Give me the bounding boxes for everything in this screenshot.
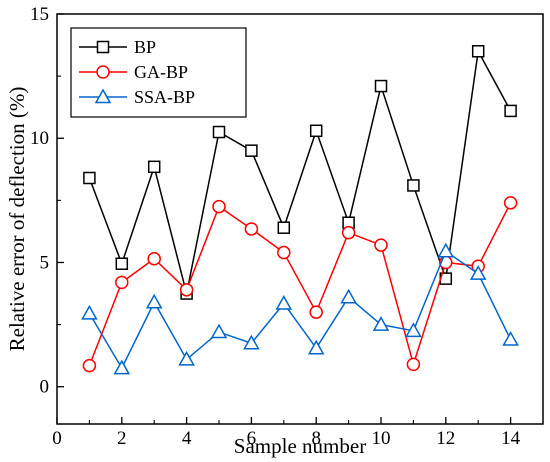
data-point-bp [374, 79, 388, 93]
data-point-bp [245, 144, 258, 157]
data-point-ssa-bp [113, 359, 131, 375]
legend-label-ssa-bp: SSA-BP [134, 87, 195, 107]
data-point-bp [309, 124, 323, 138]
data-point-bp [471, 45, 485, 58]
x-tick-label: 14 [501, 428, 521, 449]
series-line-ga-bp [88, 202, 512, 368]
plot-frame [56, 13, 544, 425]
data-point-ssa-bp [502, 330, 519, 346]
data-point-bp [115, 257, 129, 270]
data-point-bp [83, 171, 96, 185]
data-point-ga-bp [212, 199, 226, 214]
data-point-ssa-bp [340, 288, 357, 304]
x-axis-title: Sample number [234, 434, 366, 458]
y-tick-label: 5 [40, 252, 50, 273]
legend-marker-ga-bp [96, 65, 110, 79]
data-point-ssa-bp [307, 339, 325, 355]
data-point-bp [407, 179, 420, 192]
legend-label-ga-bp: GA-BP [134, 62, 188, 82]
x-tick-label: 6 [247, 428, 257, 449]
series-line-ssa-bp [88, 250, 512, 370]
x-tick-label: 2 [117, 428, 127, 449]
legend-marker-bp [96, 40, 110, 54]
y-axis-title: Relative error of deflection (%) [5, 87, 29, 352]
x-tick-label: 4 [182, 428, 192, 449]
legend: BP GA-BP SSA-BP [70, 27, 247, 118]
data-point-ga-bp [406, 357, 421, 372]
data-point-ga-bp [147, 252, 161, 266]
data-point-ssa-bp [405, 322, 422, 338]
x-tick-label: 10 [372, 428, 391, 449]
x-tick-label: 0 [52, 428, 62, 449]
data-point-ga-bp [309, 305, 323, 319]
data-point-ssa-bp [81, 304, 98, 320]
legend-item-bp: BP [79, 37, 156, 57]
legend-marker-ssa-bp [94, 88, 112, 104]
data-point-ssa-bp [145, 293, 163, 309]
data-point-ga-bp [82, 358, 97, 373]
data-point-ssa-bp [243, 334, 260, 350]
data-point-ga-bp [179, 283, 194, 297]
data-point-bp [212, 125, 226, 139]
series-ssa-bp [81, 242, 519, 375]
legend-item-ssa-bp: SSA-BP [79, 87, 195, 107]
axis-ticks: 0 2 4 6 8 10 12 14 0 5 10 15 [30, 4, 521, 449]
data-point-ga-bp [277, 245, 291, 260]
data-point-ga-bp [115, 275, 129, 290]
data-point-ga-bp [503, 196, 518, 210]
data-point-ga-bp [374, 238, 388, 252]
data-point-ssa-bp [178, 350, 195, 366]
data-point-ssa-bp [275, 294, 293, 310]
data-point-bp [147, 160, 161, 174]
data-point-ssa-bp [372, 316, 390, 331]
data-point-bp [504, 104, 517, 118]
x-tick-label: 8 [311, 428, 321, 449]
data-point-ssa-bp [210, 323, 228, 339]
legend-label-bp: BP [134, 37, 156, 57]
legend-item-ga-bp: GA-BP [79, 62, 188, 82]
x-tick-label: 12 [436, 428, 455, 449]
plot-marks [81, 45, 519, 375]
data-point-ga-bp [341, 225, 356, 240]
data-point-bp [277, 221, 291, 234]
series-ga-bp [82, 196, 518, 373]
data-point-ssa-bp [469, 265, 487, 280]
y-tick-label: 0 [40, 377, 50, 398]
y-tick-label: 10 [30, 128, 49, 149]
y-tick-label: 15 [30, 4, 49, 25]
data-point-ga-bp [244, 222, 259, 236]
data-point-ssa-bp [437, 242, 455, 258]
